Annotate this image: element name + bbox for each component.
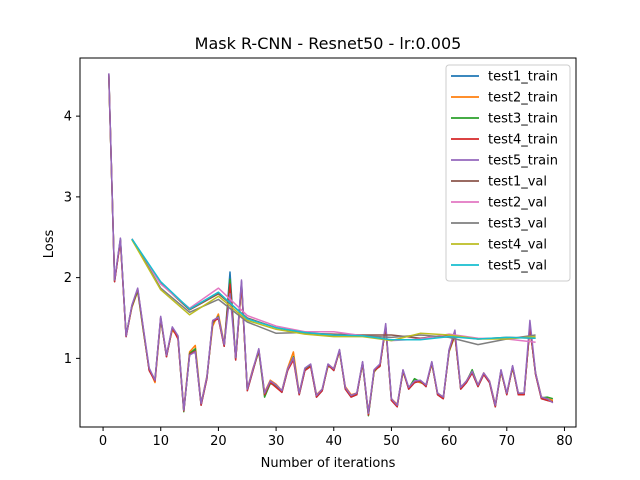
series-line-test2_val (131, 238, 536, 343)
x-axis-label: Number of iterations (261, 456, 396, 471)
legend-label-test1_val: test1_val (488, 175, 547, 190)
legend-label-test4_train: test4_train (488, 133, 558, 148)
y-axis: 1 2 3 4 (64, 110, 80, 367)
legend-label-test3_train: test3_train (488, 112, 558, 127)
x-tick-label: 70 (499, 434, 516, 449)
y-tick-label: 2 (64, 271, 72, 286)
y-tick-label: 1 (64, 352, 72, 367)
x-tick-label: 40 (325, 434, 342, 449)
plot-area (79, 57, 577, 428)
chart-title: Mask R-CNN - Resnet50 - lr:0.005 (195, 34, 462, 53)
series-line-test5_train (108, 73, 554, 415)
x-tick-label: 10 (152, 434, 169, 449)
x-tick-label: 50 (383, 434, 400, 449)
series-line-test5_val (131, 238, 536, 341)
legend-label-test3_val: test3_val (488, 217, 547, 232)
legend-label-test5_val: test5_val (488, 259, 547, 274)
y-axis-label: Loss (42, 230, 57, 259)
legend-label-test2_train: test2_train (488, 91, 558, 106)
x-axis: 0 10 20 30 40 50 60 70 80 (99, 427, 573, 449)
legend-box (445, 64, 571, 282)
legend-label-test4_val: test4_val (488, 238, 547, 253)
y-tick-label: 4 (64, 110, 72, 125)
x-tick-label: 30 (268, 434, 285, 449)
legend-label-test5_train: test5_train (488, 154, 558, 169)
x-tick-label: 0 (99, 434, 107, 449)
y-tick-label: 3 (64, 190, 72, 205)
x-tick-label: 60 (441, 434, 458, 449)
legend-label-test2_val: test2_val (488, 196, 547, 211)
legend-label-test1_train: test1_train (488, 70, 558, 85)
x-tick-label: 20 (210, 434, 227, 449)
x-tick-label: 80 (556, 434, 573, 449)
legend: test1_train test2_train test3_train test4_t… (445, 64, 571, 282)
plot-frame (79, 57, 577, 428)
